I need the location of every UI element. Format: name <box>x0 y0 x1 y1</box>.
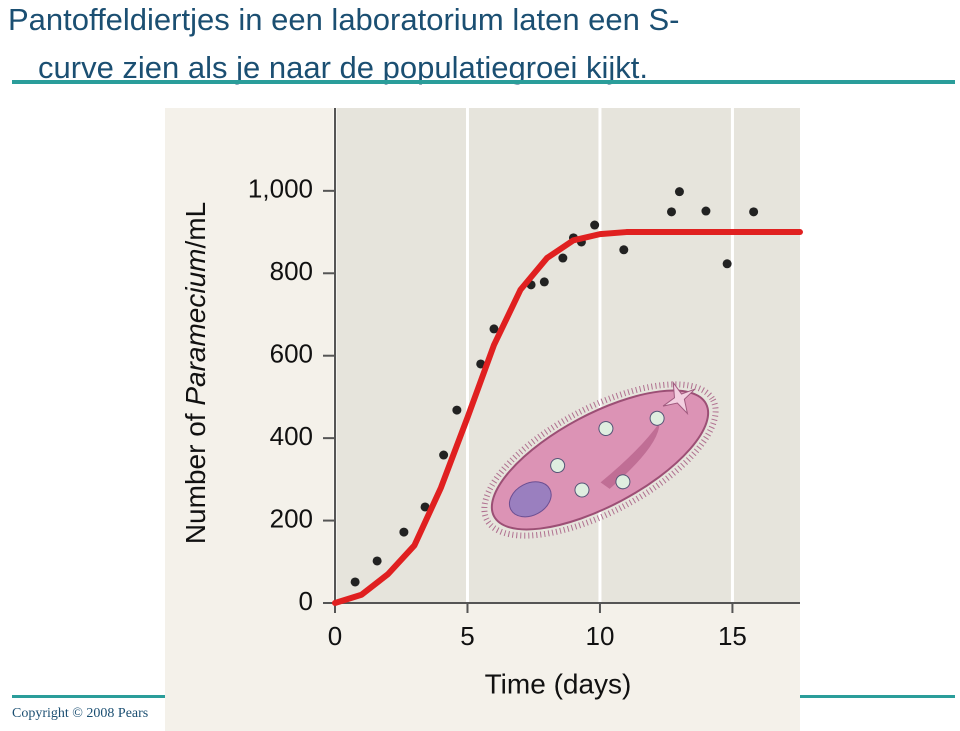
data-point <box>476 359 486 369</box>
data-point <box>590 220 600 230</box>
x-tick-label: 5 <box>460 621 474 651</box>
y-tick-label: 400 <box>270 421 313 451</box>
x-axis-title: Time (days) <box>485 668 632 699</box>
y-axis-title-part: Number of <box>180 406 211 545</box>
data-point <box>722 259 732 269</box>
y-tick-label: 600 <box>270 339 313 369</box>
copyright: Copyright © 2008 Pears <box>12 706 148 721</box>
paramecium-illustration <box>481 380 719 539</box>
data-point <box>674 187 684 197</box>
title-line: curve zien als je naar de populatiegroei… <box>38 50 648 85</box>
logistic-curve <box>332 229 803 606</box>
x-tick-label: 15 <box>718 621 747 651</box>
x-tick-label: 10 <box>585 621 614 651</box>
data-point <box>452 405 462 415</box>
data-point <box>666 207 676 217</box>
data-point <box>439 450 449 460</box>
divider <box>12 80 955 84</box>
x-tick-label: 0 <box>328 621 342 651</box>
y-axis-title-part: /mL <box>180 202 211 249</box>
y-tick-label: 0 <box>299 586 313 616</box>
y-tick-label: 800 <box>270 256 313 286</box>
data-point <box>420 502 430 512</box>
data-point <box>558 253 568 263</box>
y-axis-title-part: Paramecium <box>180 249 211 406</box>
y-tick-label: 200 <box>270 503 313 533</box>
y-axis-title: Number of Paramecium/mL <box>180 202 211 544</box>
data-point <box>489 324 499 334</box>
data-point <box>399 527 409 537</box>
data-point <box>372 556 382 566</box>
data-point <box>539 277 549 287</box>
data-point <box>350 577 360 587</box>
data-point <box>619 245 629 255</box>
title-line: Pantoffeldiertjes in een laboratorium la… <box>8 2 680 37</box>
data-point <box>701 206 711 216</box>
data-point <box>749 207 759 217</box>
y-tick-label: 1,000 <box>248 174 313 204</box>
